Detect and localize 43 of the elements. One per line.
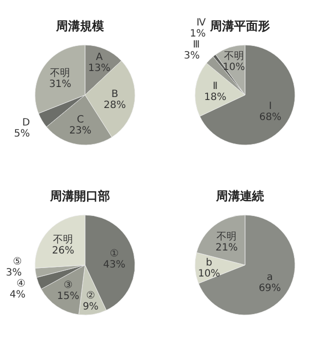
slice-label: Ⅳ bbox=[196, 18, 207, 29]
chart-title: 周溝平面形 bbox=[210, 19, 270, 33]
slice-label: 不明 bbox=[53, 234, 74, 246]
data-label: 31% bbox=[49, 79, 72, 90]
slice-label: 不明 bbox=[50, 68, 70, 80]
data-label: 4% bbox=[10, 290, 26, 301]
slice-label: b bbox=[206, 257, 212, 268]
chart-title: 周溝規模 bbox=[55, 18, 105, 35]
data-label: 3% bbox=[6, 268, 22, 279]
data-label: 28% bbox=[104, 100, 126, 111]
data-label: 21% bbox=[215, 242, 238, 254]
data-label: 3% bbox=[184, 50, 200, 62]
slice-label: ② bbox=[86, 290, 96, 302]
slice-label: 不明 bbox=[224, 50, 244, 62]
pie-slice bbox=[198, 214, 296, 316]
slice-label: A bbox=[96, 52, 103, 63]
slice-label: B bbox=[111, 88, 118, 100]
slice-label: ③ bbox=[64, 280, 73, 291]
chart-title: 周溝開口部 bbox=[49, 188, 111, 205]
slice-label: a bbox=[266, 272, 273, 283]
data-label: 23% bbox=[69, 126, 92, 137]
slice-label: D bbox=[22, 118, 30, 129]
slice-label: C bbox=[76, 114, 84, 126]
data-label: 13% bbox=[88, 62, 110, 74]
slice-label: Ⅰ bbox=[268, 101, 272, 112]
slice-label: ④ bbox=[16, 278, 26, 290]
data-label: 43% bbox=[103, 259, 126, 270]
data-label: 68% bbox=[259, 112, 282, 124]
data-label: 26% bbox=[52, 245, 74, 256]
data-label: 15% bbox=[57, 290, 80, 302]
slice-label: 不明 bbox=[216, 231, 237, 242]
data-label: 69% bbox=[258, 282, 281, 294]
data-label: 5% bbox=[14, 128, 30, 140]
chart-title: 周溝連続 bbox=[215, 188, 265, 205]
slice-label: Ⅲ bbox=[192, 40, 200, 51]
slice-label: ① bbox=[110, 248, 119, 260]
slice-label: ⑤ bbox=[12, 256, 22, 268]
data-label: 9% bbox=[82, 302, 99, 313]
data-label: 18% bbox=[204, 92, 226, 104]
data-label: 1% bbox=[190, 28, 206, 40]
data-label: 10% bbox=[222, 62, 245, 73]
slice-label: Ⅱ bbox=[212, 81, 218, 92]
data-label: 10% bbox=[198, 268, 220, 280]
